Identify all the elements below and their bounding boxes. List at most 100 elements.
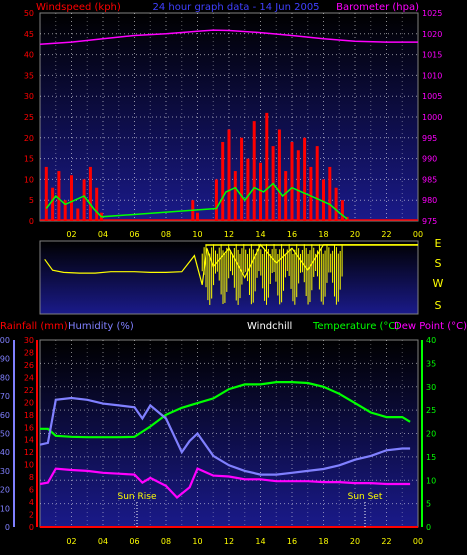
temp-x-tick-label: 16 [287,537,297,546]
humidity-tick-label: 70 [0,392,10,401]
rain-tick-label: 18 [24,411,34,420]
temp-x-tick-label: 18 [318,537,328,546]
sunset-label: Sun Set [348,492,383,502]
humidity-tick-label: 90 [0,355,10,364]
wind-series [39,29,418,221]
rain-tick-label: 10 [24,461,34,470]
humidity-tick-label: 30 [0,467,10,476]
temp-tick-label: 40 [426,336,436,345]
barometer-tick-label: 1020 [422,30,442,39]
rain-tick-label: 26 [24,361,34,370]
temp-axes: 0510152025303540010203040506070809010002… [0,336,436,546]
wind-x-tick-label: 02 [66,230,76,239]
temp-tick-label: 30 [426,383,436,392]
barometer-axis-title: Barometer (hpa) [336,2,419,13]
humidity-tick-label: 0 [5,523,10,532]
humidity-tick-label: 80 [0,373,10,382]
barometer-tick-label: 1000 [422,113,442,122]
barometer-tick-label: 1005 [422,92,442,101]
rain-tick-label: 8 [29,473,34,482]
rain-tick-label: 0 [29,523,34,532]
windspeed-tick-label: 35 [24,71,34,80]
wind-x-tick-label: 14 [255,230,265,239]
wind-x-tick-label: 16 [287,230,297,239]
rain-tick-label: 28 [24,348,34,357]
temperature-line [40,381,411,439]
windspeed-tick-label: 5 [29,196,34,205]
temperature-humidity-chart: 0510152025303540010203040506070809010002… [0,321,467,546]
temp-x-tick-label: 06 [129,537,139,546]
barometer-tick-label: 1025 [422,9,442,18]
wind-axes: 0510152025303540455097598098599099510001… [24,9,443,239]
barometer-tick-label: 975 [422,217,437,226]
temp-tick-label: 15 [426,453,436,462]
wind-direction-chart: E S W S [39,237,444,315]
wind-x-tick-label: 12 [224,230,234,239]
windspeed-tick-label: 45 [24,30,34,39]
barometer-tick-label: 1010 [422,71,442,80]
temp-x-tick-label: 10 [192,537,202,546]
barometer-line [39,29,418,45]
chart-title: 24 hour graph data - 14 Jun 2005 [152,2,319,13]
rain-tick-label: 4 [29,498,34,507]
wind-x-tick-label: 00 [413,230,423,239]
temp-tick-label: 0 [426,523,431,532]
dewpoint-line [39,467,411,499]
rain-tick-label: 24 [24,373,34,382]
humidity-tick-label: 60 [0,411,10,420]
temp-tick-label: 20 [426,430,436,439]
humidity-tick-label: 40 [0,448,10,457]
wind-barometer-chart: 0510152025303540455097598098599099510001… [24,2,443,239]
humidity-tick-label: 100 [0,336,10,345]
rain-tick-label: 12 [24,448,34,457]
temp-tick-label: 5 [426,500,431,509]
wind-x-tick-label: 20 [350,230,360,239]
rain-tick-label: 22 [24,386,34,395]
compass-label-w: W [433,277,444,290]
windspeed-tick-label: 0 [29,217,34,226]
humidity-tick-label: 10 [0,504,10,513]
windspeed-tick-label: 15 [24,155,34,164]
temp-x-tick-label: 02 [66,537,76,546]
temp-x-tick-label: 00 [413,537,423,546]
temp-x-tick-label: 04 [98,537,108,546]
temp-plot-area [39,339,419,528]
average-wind-line [45,182,348,220]
temp-tick-label: 35 [426,359,436,368]
barometer-tick-label: 990 [422,155,437,164]
temp-tick-label: 25 [426,406,436,415]
wind-x-tick-label: 06 [129,230,139,239]
barometer-tick-label: 995 [422,134,437,143]
wind-x-tick-label: 22 [381,230,391,239]
windspeed-tick-label: 20 [24,134,34,143]
humidity-tick-label: 20 [0,486,10,495]
rain-tick-label: 14 [24,436,34,445]
barometer-tick-label: 980 [422,196,437,205]
temp-tick-label: 10 [426,476,436,485]
wind-grid [40,13,418,221]
sunrise-label: Sun Rise [118,492,157,502]
windspeed-tick-label: 50 [24,9,34,18]
rain-tick-label: 30 [24,336,34,345]
wind-x-tick-label: 08 [161,230,171,239]
windspeed-tick-label: 40 [24,51,34,60]
compass-label-e: E [435,237,442,250]
wind-x-tick-label: 10 [192,230,202,239]
direction-series [44,243,418,305]
wind-x-tick-label: 04 [98,230,108,239]
temp-x-tick-label: 22 [381,537,391,546]
barometer-tick-label: 1015 [422,51,442,60]
humidity-line [39,396,411,476]
humidity-legend: Humidity (%) [68,321,134,332]
windspeed-tick-label: 25 [24,113,34,122]
wind-x-tick-label: 18 [318,230,328,239]
compass-label-s: S [435,257,442,270]
temp-x-tick-label: 12 [224,537,234,546]
humidity-tick-label: 50 [0,430,10,439]
rain-tick-label: 2 [29,511,34,520]
barometer-tick-label: 985 [422,175,437,184]
temp-x-tick-label: 14 [255,537,265,546]
windspeed-tick-label: 10 [24,175,34,184]
temp-series [39,381,418,528]
